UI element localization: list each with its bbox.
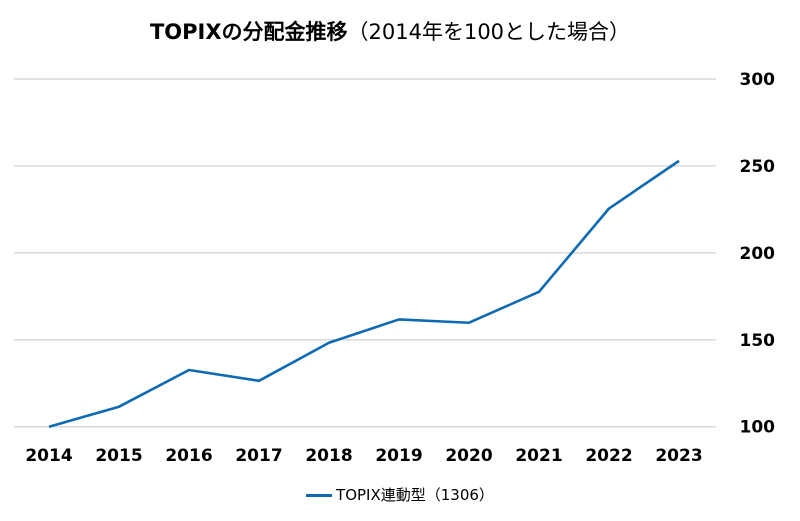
legend-swatch — [306, 494, 333, 497]
y-tick-label: 250 — [740, 157, 776, 177]
x-tick-label: 2018 — [305, 446, 352, 466]
series-line — [48, 159, 680, 428]
x-tick-label: 2020 — [445, 446, 492, 466]
x-tick-label: 2019 — [375, 446, 422, 466]
x-tick-label: 2022 — [585, 446, 632, 466]
x-tick-label: 2017 — [235, 446, 282, 466]
title-main: TOPIXの分配金推移 — [149, 20, 348, 44]
x-tick-label: 2016 — [165, 446, 212, 466]
y-tick-label: 300 — [740, 70, 776, 90]
y-tick-label: 100 — [740, 418, 776, 438]
x-tick-label: 2014 — [25, 446, 72, 466]
legend-label: TOPIX連動型（1306） — [336, 486, 494, 504]
y-tick-label: 150 — [740, 331, 776, 351]
title-sub: （2014年を100とした場合） — [347, 20, 631, 44]
x-tick-label: 2023 — [655, 446, 702, 466]
x-tick-label: 2021 — [515, 446, 562, 466]
x-tick-label: 2015 — [95, 446, 142, 466]
chart-title: TOPIXの分配金推移（2014年を100とした場合） — [0, 16, 780, 46]
legend: TOPIX連動型（1306） — [0, 484, 800, 505]
y-tick-label: 200 — [740, 244, 776, 264]
